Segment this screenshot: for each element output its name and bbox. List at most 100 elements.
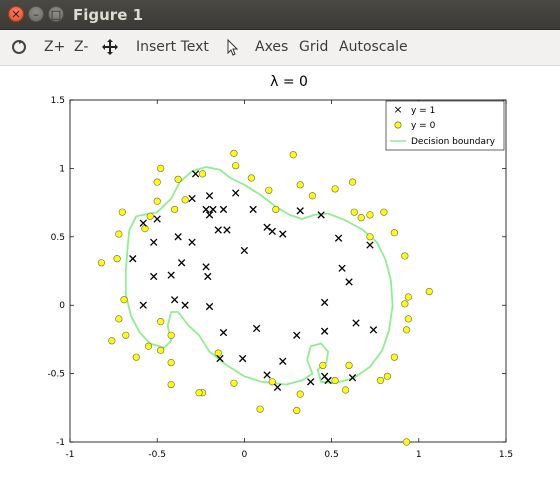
- positive-point-stroke: [191, 170, 200, 178]
- grid-button[interactable]: Grid: [299, 39, 329, 55]
- positive-point-stroke: [139, 301, 147, 309]
- positive-point: [205, 302, 214, 311]
- positive-point: [139, 301, 147, 309]
- positive-point: [279, 357, 287, 365]
- x-tick-label: -0.5: [148, 450, 166, 460]
- positive-point: [279, 230, 287, 238]
- negative-point: [289, 151, 297, 159]
- positive-point-stroke: [139, 219, 147, 227]
- decision-boundary-line: [124, 166, 394, 386]
- negative-points-layer: [97, 149, 433, 446]
- negative-point: [404, 293, 412, 301]
- positive-point: [352, 319, 360, 327]
- positive-point: [129, 255, 137, 263]
- positive-point: [324, 376, 332, 385]
- positive-point: [219, 205, 228, 214]
- negative-point: [268, 378, 276, 386]
- negative-point: [272, 205, 280, 214]
- positive-point: [334, 234, 343, 242]
- positive-point: [369, 326, 378, 334]
- negative-point: [146, 212, 154, 220]
- x-tick-label: -1: [66, 450, 75, 460]
- negative-point: [376, 376, 385, 385]
- positive-point: [366, 241, 374, 249]
- minimize-window-button[interactable]: –: [28, 6, 44, 22]
- positive-point-stroke: [296, 207, 304, 215]
- window-title: Figure 1: [73, 6, 144, 24]
- zoom-in-button[interactable]: Z+: [44, 39, 66, 55]
- negative-point: [120, 296, 128, 304]
- y-tick-label: 0: [59, 301, 65, 311]
- pointer-icon[interactable]: [224, 38, 242, 56]
- positive-point: [205, 211, 214, 219]
- negative-point: [195, 389, 203, 397]
- negative-point: [404, 315, 412, 323]
- x-tick-label: 1: [416, 450, 422, 460]
- negative-point: [383, 372, 392, 380]
- negative-point: [402, 438, 411, 446]
- maximize-window-button[interactable]: □: [48, 6, 64, 22]
- positive-point-stroke: [223, 226, 231, 234]
- y-tick-label: 0.5: [51, 233, 65, 243]
- axes-box: [69, 99, 507, 443]
- negative-point: [113, 255, 121, 263]
- positive-point-stroke: [214, 226, 222, 234]
- rotate-icon[interactable]: [10, 38, 28, 56]
- positive-point-stroke: [263, 223, 271, 231]
- positive-point: [204, 272, 212, 281]
- positive-point-stroke: [369, 326, 378, 334]
- insert-text-button[interactable]: Insert Text: [136, 39, 209, 55]
- positive-point-stroke: [232, 189, 240, 197]
- positive-point-stroke: [345, 278, 353, 286]
- positive-point-stroke: [252, 324, 261, 333]
- negative-point: [357, 214, 365, 222]
- positive-point-stroke: [263, 371, 271, 379]
- positive-point: [139, 219, 147, 227]
- positive-point-stroke: [366, 241, 374, 249]
- positive-point-stroke: [240, 246, 249, 255]
- positive-point: [188, 238, 196, 246]
- chart-title: λ = 0: [270, 74, 308, 90]
- negative-point: [390, 353, 398, 361]
- negative-point: [157, 346, 165, 354]
- positive-point-stroke: [307, 378, 315, 386]
- positive-point-stroke: [174, 233, 182, 241]
- positive-point-stroke: [320, 327, 329, 335]
- legend-marker-y1: ×: [393, 103, 402, 116]
- close-window-button[interactable]: ✕: [8, 6, 24, 22]
- negative-point: [97, 259, 105, 267]
- pan-icon[interactable]: [101, 38, 119, 56]
- positive-point: [273, 383, 282, 391]
- negative-point: [366, 211, 374, 219]
- positive-point: [202, 205, 210, 214]
- positive-point: [202, 263, 210, 271]
- zoom-out-button[interactable]: Z-: [74, 39, 89, 55]
- negative-point: [366, 233, 374, 241]
- negative-point: [331, 376, 339, 385]
- positive-point: [209, 205, 217, 214]
- positive-point: [205, 192, 214, 200]
- axes-button[interactable]: Axes: [255, 39, 289, 55]
- y-tick-label: 1.5: [51, 96, 65, 106]
- positive-point-stroke: [279, 230, 287, 238]
- negative-point: [141, 224, 149, 233]
- negative-point: [232, 162, 240, 170]
- positive-point-stroke: [204, 272, 212, 281]
- positive-point: [320, 298, 329, 307]
- negative-point: [198, 170, 207, 178]
- positive-point: [188, 194, 196, 203]
- positive-point-stroke: [188, 238, 196, 246]
- negative-point: [293, 406, 301, 415]
- autoscale-button[interactable]: Autoscale: [339, 39, 408, 55]
- positive-point-stroke: [167, 271, 175, 279]
- positive-point-stroke: [177, 259, 186, 267]
- positive-point: [317, 211, 325, 219]
- negative-point: [308, 192, 317, 200]
- positive-point: [252, 324, 261, 333]
- negative-point: [167, 380, 175, 389]
- positive-point-stroke: [216, 354, 224, 363]
- positive-point-stroke: [205, 302, 214, 311]
- positive-point: [238, 354, 247, 363]
- negative-point: [171, 205, 179, 214]
- positive-point: [345, 278, 353, 286]
